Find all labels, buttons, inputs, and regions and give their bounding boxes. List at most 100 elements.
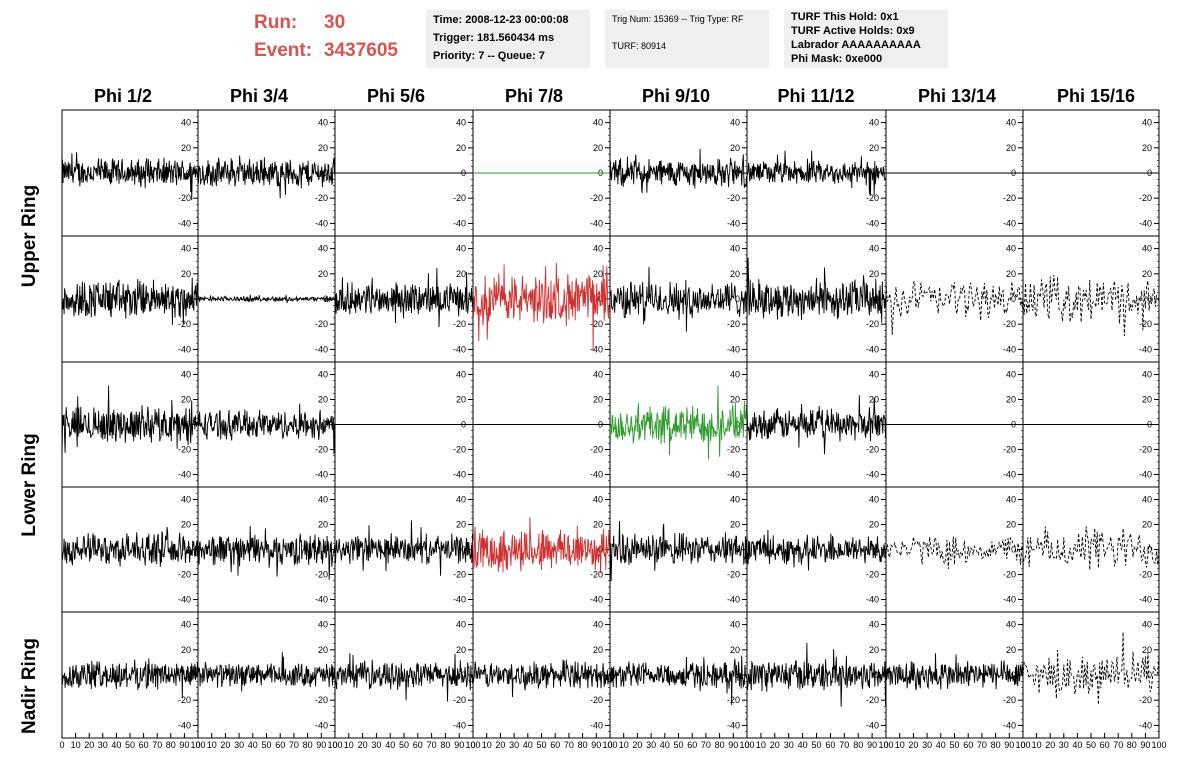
panel-r1-c5-ytick-label: -40 xyxy=(866,344,879,354)
panel-r4-c1-ytick-label: 40 xyxy=(318,620,328,630)
panel-r4-c6-trace xyxy=(885,653,1024,691)
panel-r2-c2-ytick-label: 40 xyxy=(456,370,466,380)
panel-r1-c2-trace xyxy=(334,267,474,328)
panel-r1-c0-ytick-label: -20 xyxy=(178,319,191,329)
panel-r3-c7-ytick-label: -20 xyxy=(1139,570,1152,580)
xtick-label-c4: 70 xyxy=(701,740,711,750)
panel-r4-c4-ytick-label: -20 xyxy=(727,695,740,705)
panel-r3-c4-ytick-label: 40 xyxy=(730,495,740,505)
panel-r0-c4-ytick-label: -20 xyxy=(727,193,740,203)
panel-r4-c6-ytick-label: 0 xyxy=(1011,670,1016,680)
xtick-label-c5: 60 xyxy=(825,740,835,750)
run-label: Run: xyxy=(254,12,298,33)
panel-r2-c4-ytick-label: 20 xyxy=(730,395,740,405)
xtick-label-c4: 40 xyxy=(660,740,670,750)
xtick-label-c4: 10 xyxy=(619,740,629,750)
xtick-label-c7: 30 xyxy=(1059,740,1069,750)
panel-r0-c2-ytick-label: -40 xyxy=(453,218,466,228)
xtick-label-c0: 60 xyxy=(139,740,149,750)
xtick-label-c2: 10 xyxy=(344,740,354,750)
phi-mask-text: Phi Mask: 0xe000 xyxy=(791,53,883,65)
panel-r0-c6-ytick-label: 40 xyxy=(1006,118,1016,128)
panel-r1-c2-ytick-label: 0 xyxy=(461,294,466,304)
xtick-label-c2: 40 xyxy=(385,740,395,750)
panel-r1-c7-trace xyxy=(1022,274,1160,336)
panel-r3-c2-ytick-label: 40 xyxy=(456,495,466,505)
panel-r4-c2-ytick-label: -40 xyxy=(453,720,466,730)
panel-r3-c0-ytick-label: -40 xyxy=(178,595,191,605)
panel-r1-c1-ytick-label: 40 xyxy=(318,244,328,254)
panel-r0-c7-ytick-label: -20 xyxy=(1139,193,1152,203)
panel-r4-c1-ytick-label: -20 xyxy=(315,695,328,705)
panel-r4-c4-trace xyxy=(609,655,748,706)
panel-r3-c6-ytick-label: -20 xyxy=(1003,570,1016,580)
panel-r3-c6-ytick-label: -40 xyxy=(1003,595,1016,605)
xtick-label-c5: 0 xyxy=(744,740,749,750)
panel-r3-c2-ytick-label: -40 xyxy=(453,595,466,605)
xtick-label-c2: 70 xyxy=(427,740,437,750)
panel-r3-c4-ytick-label: 20 xyxy=(730,520,740,530)
panel-r0-c0-ytick-label: 20 xyxy=(181,143,191,153)
panel-r1-c3-ytick-label: 0 xyxy=(598,294,603,304)
column-header-phi-5-6: Phi 5/6 xyxy=(366,86,426,106)
panel-r1-c6-ytick-label: -40 xyxy=(1003,344,1016,354)
xtick-label-c1: 10 xyxy=(207,740,217,750)
xtick-label-c0: 40 xyxy=(111,740,121,750)
panel-r0-c0-ytick-label: -40 xyxy=(178,218,191,228)
panel-r3-c7-ytick-label: 40 xyxy=(1142,495,1152,505)
panel-r1-c7-ytick-label: -40 xyxy=(1139,344,1152,354)
column-header-phi-1-2: Phi 1/2 xyxy=(93,86,153,106)
panel-r3-c1-ytick-label: 40 xyxy=(318,495,328,505)
panel-r4-c3-ytick-label: 20 xyxy=(593,645,603,655)
panel-r1-c0-ytick-label: 20 xyxy=(181,269,191,279)
panel-r3-c6-ytick-label: 0 xyxy=(1011,545,1016,555)
panel-r1-c5-ytick-label: -20 xyxy=(866,319,879,329)
panel-r0-c1-ytick-label: 20 xyxy=(318,143,328,153)
panel-r3-c1-ytick-label: -20 xyxy=(315,570,328,580)
panel-r4-c6-ytick-label: -40 xyxy=(1003,720,1016,730)
xtick-label-c4: 20 xyxy=(632,740,642,750)
panel-r3-c5-ytick-label: -20 xyxy=(866,570,879,580)
panel-r0-c3-ytick-label: 40 xyxy=(593,118,603,128)
xtick-label-c0: 100 xyxy=(190,740,205,750)
panel-r3-c2-ytick-label: 20 xyxy=(456,520,466,530)
panel-r1-c3-ytick-label: 40 xyxy=(593,244,603,254)
xtick-label-c3: 80 xyxy=(578,740,588,750)
panel-r0-c2-ytick-label: -20 xyxy=(453,193,466,203)
xtick-label-c0: 50 xyxy=(125,740,135,750)
panel-r1-c4-trace xyxy=(609,266,748,332)
panel-r0-c4-trace xyxy=(609,148,748,193)
panel-r1-c0-ytick-label: -40 xyxy=(178,344,191,354)
panel-r1-c4-ytick-label: 0 xyxy=(735,294,740,304)
xtick-label-c0: 10 xyxy=(71,740,81,750)
panel-r2-c6-ytick-label: 20 xyxy=(1006,395,1016,405)
panel-r4-c3-ytick-label: -40 xyxy=(590,720,603,730)
xtick-label-c2: 90 xyxy=(454,740,464,750)
panel-r1-c6-ytick-label: 20 xyxy=(1006,269,1016,279)
xtick-label-c4: 0 xyxy=(607,740,612,750)
xtick-label-c1: 70 xyxy=(289,740,299,750)
xtick-label-c6: 80 xyxy=(991,740,1001,750)
panel-r3-c5-ytick-label: 20 xyxy=(869,520,879,530)
panel-r1-c1-trace xyxy=(197,294,336,304)
xtick-label-c1: 80 xyxy=(303,740,313,750)
xtick-label-c6: 0 xyxy=(883,740,888,750)
panel-r1-c4-ytick-label: -20 xyxy=(727,319,740,329)
panel-r0-c7-ytick-label: 40 xyxy=(1142,118,1152,128)
xtick-label-c6: 20 xyxy=(908,740,918,750)
panel-r2-c4-trace xyxy=(609,385,748,460)
panel-r2-c2-ytick-label: 20 xyxy=(456,395,466,405)
panel-r2-c6-ytick-label: 40 xyxy=(1006,370,1016,380)
xtick-label-c6: 100 xyxy=(1015,740,1030,750)
panel-r3-c0-ytick-label: 20 xyxy=(181,520,191,530)
xtick-label-c6: 90 xyxy=(1004,740,1014,750)
xtick-label-c7: 80 xyxy=(1127,740,1137,750)
xtick-label-c0: 70 xyxy=(152,740,162,750)
time-text: Time: 2008-12-23 00:00:08 xyxy=(433,14,569,26)
xtick-label-c0: 20 xyxy=(84,740,94,750)
xtick-label-c4: 90 xyxy=(728,740,738,750)
panel-r4-c7-trace xyxy=(1022,632,1160,705)
xtick-label-c4: 100 xyxy=(739,740,754,750)
panel-r1-c1-ytick-label: -20 xyxy=(315,319,328,329)
panel-r2-c4-ytick-label: 40 xyxy=(730,370,740,380)
